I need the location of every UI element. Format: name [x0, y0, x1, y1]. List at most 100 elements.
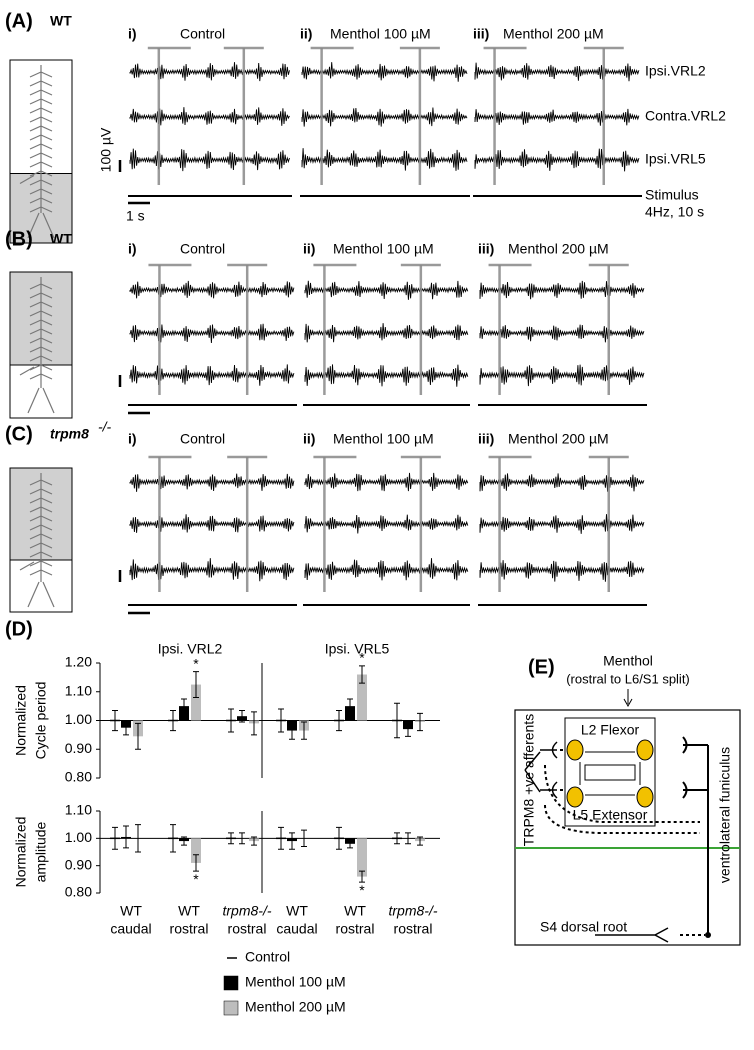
error-bar [251, 711, 257, 736]
stim-lines [158, 457, 249, 592]
stim-lines [158, 265, 249, 395]
error-bar [135, 722, 141, 750]
recording-trace [129, 364, 295, 386]
significance: * [193, 655, 199, 671]
cord-box-edge [9, 59, 73, 244]
flexor-label: L2 Flexor [581, 722, 640, 738]
error-bar [135, 824, 141, 853]
error-bar [193, 854, 199, 872]
recording-trace [474, 62, 640, 82]
stim-lines [498, 457, 610, 592]
recording-trace [479, 280, 645, 300]
x-tick-label: caudal [276, 921, 317, 937]
recording-trace [129, 514, 295, 533]
x-tick-label: caudal [110, 921, 151, 937]
condition-name: Control [180, 431, 225, 447]
amplitude-scale: 100 µV [98, 127, 114, 172]
y-tick-label: 1.00 [65, 829, 92, 845]
panel: (B) WT i) Control ii) Menthol 100 µM iii) Menth… [5, 228, 647, 419]
condition-numeral: ii) [300, 26, 312, 42]
error-bar [181, 698, 187, 714]
legend-marker [223, 1000, 239, 1016]
stimulus-label: Stimulus [645, 187, 699, 203]
recording-trace [301, 148, 468, 171]
error-bar [301, 721, 307, 740]
recording-trace [129, 148, 290, 172]
genotype-superscript: -/- [98, 419, 112, 435]
panel-label: (C) [5, 423, 33, 445]
recording-trace [129, 473, 295, 492]
error-bar [289, 832, 295, 850]
genotype: WT [50, 231, 72, 247]
bar-chart: Normalized Cycle period 0.80 0.90 1.00 1.10 1.… [13, 650, 440, 785]
recording-trace [474, 108, 640, 126]
y-tick-label: 0.90 [65, 856, 92, 872]
recording-trace [304, 514, 469, 534]
condition-numeral: i) [128, 431, 137, 447]
drug-label: Menthol [603, 653, 653, 669]
stim-lines [323, 457, 423, 592]
cord-box-edge [9, 467, 73, 613]
cord-box-edge [9, 271, 73, 419]
condition-numeral: ii) [303, 431, 315, 447]
error-bar [394, 702, 400, 739]
condition-name: Menthol 100 µM [333, 241, 434, 257]
connections [579, 751, 641, 796]
recording-label: Contra.VRL2 [645, 108, 726, 124]
condition-numeral: iii) [478, 431, 494, 447]
error-bar [359, 665, 365, 684]
x-tick-label: trpm8-/- [389, 903, 438, 919]
error-bar [228, 708, 234, 733]
legend-marker [223, 975, 239, 991]
stim-lines [493, 48, 605, 185]
group-label: Ipsi. VRL2 [158, 641, 223, 657]
panel-label: (B) [5, 228, 33, 250]
synapses [551, 741, 558, 799]
legend-label: Menthol 100 µM [245, 974, 346, 990]
recording-trace [129, 107, 290, 126]
condition-numeral: i) [128, 26, 137, 42]
recording-trace [479, 514, 645, 534]
error-bar [123, 825, 129, 849]
error-bar [405, 721, 411, 737]
panel: (C) trpm8 -/- i) Control ii) Menthol 100 µM iii… [5, 419, 647, 615]
group-label: Ipsi. VRL5 [325, 641, 390, 657]
error-bar [301, 829, 307, 848]
drug-site: (rostral to L6/S1 split) [566, 671, 690, 686]
error-bar [347, 839, 353, 849]
bar [191, 838, 201, 863]
x-tick-label: WT [344, 903, 366, 919]
recording-trace [304, 364, 469, 387]
cord-drawing [19, 277, 55, 414]
bar [357, 674, 367, 721]
recording-label: Ipsi.VRL2 [645, 63, 706, 79]
panel-label: (D) [5, 618, 33, 640]
y-tick-label: 0.90 [65, 740, 92, 756]
significance: * [359, 650, 365, 666]
y-axis-label: Normalized [13, 817, 29, 888]
x-tick-label: WT [286, 903, 308, 919]
recording-trace [129, 323, 295, 344]
y-axis-label: amplitude [33, 821, 49, 882]
recording-trace [479, 560, 645, 582]
recording-trace [479, 364, 645, 387]
stim-lines [320, 48, 422, 185]
recording-trace [304, 323, 469, 343]
error-bar [251, 836, 257, 846]
error-bar [289, 721, 295, 740]
x-tick-label: WT [120, 903, 142, 919]
error-bar [123, 720, 129, 736]
error-bar [405, 832, 411, 845]
panel-label: (A) [5, 10, 33, 32]
x-tick-label: rostral [170, 921, 209, 937]
dorsal-root [595, 927, 669, 943]
recording-trace [129, 558, 295, 582]
cord-drawing [19, 65, 55, 239]
condition-numeral: ii) [303, 241, 315, 257]
legend-label: Menthol 200 µM [245, 999, 346, 1015]
y-tick-label: 0.80 [65, 884, 92, 900]
error-bar [417, 712, 423, 732]
recording-trace [304, 280, 469, 300]
tract-label: ventrolateral funiculus [717, 747, 733, 883]
